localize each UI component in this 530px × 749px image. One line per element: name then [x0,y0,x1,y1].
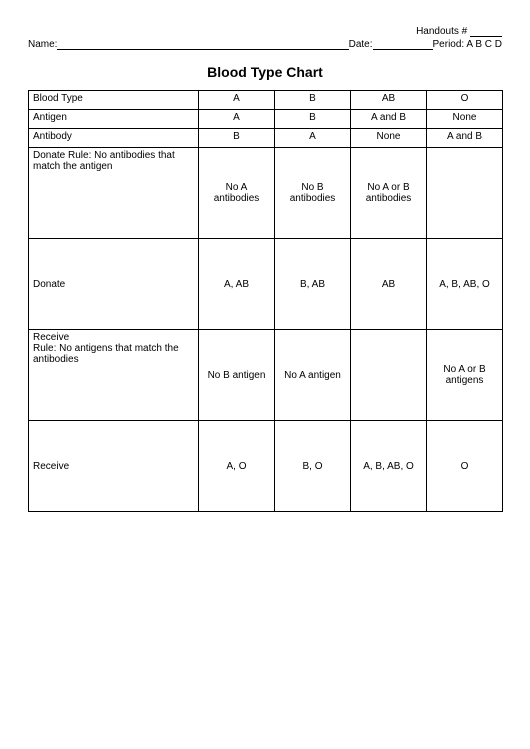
cell: B [199,129,275,148]
cell [351,330,427,421]
row-label: Antigen [29,110,199,129]
cell: A [199,110,275,129]
row-label: Donate Rule: No antibodies that match th… [29,148,199,239]
cell: No A antibodies [199,148,275,239]
date-label: Date: [349,39,373,50]
cell: A, B, AB, O [351,421,427,512]
date-blank[interactable] [373,39,433,50]
cell: No B antigen [199,330,275,421]
blood-type-table: Blood Type A B AB O Antigen A B A and B … [28,90,503,512]
cell: No A antigen [275,330,351,421]
cell: A [275,129,351,148]
cell: No A or B antibodies [351,148,427,239]
table-row: Blood Type A B AB O [29,91,503,110]
table-row: Antibody B A None A and B [29,129,503,148]
period-label: Period: A B C D [433,39,502,50]
table-row: Donate A, AB B, AB AB A, B, AB, O [29,239,503,330]
name-blank[interactable] [57,39,348,50]
cell: A, O [199,421,275,512]
cell: AB [351,239,427,330]
table-row: Donate Rule: No antibodies that match th… [29,148,503,239]
row-label: Donate [29,239,199,330]
cell: O [427,421,503,512]
cell: A and B [351,110,427,129]
cell: None [351,129,427,148]
header-handouts: Handouts # [28,26,502,37]
col-header: B [275,91,351,110]
name-label: Name: [28,39,57,50]
cell: A, B, AB, O [427,239,503,330]
cell: No A or B antigens [427,330,503,421]
row-label: Receive Rule: No antigens that match the… [29,330,199,421]
cell: No B antibodies [275,148,351,239]
cell: A, AB [199,239,275,330]
worksheet-page: Handouts # Name: Date: Period: A B C D B… [0,0,530,749]
table-row: Antigen A B A and B None [29,110,503,129]
page-title: Blood Type Chart [28,64,502,80]
row-label: Receive [29,421,199,512]
table-row: Receive Rule: No antigens that match the… [29,330,503,421]
col-header: AB [351,91,427,110]
cell: None [427,110,503,129]
table-row: Receive A, O B, O A, B, AB, O O [29,421,503,512]
cell: B, O [275,421,351,512]
header-name-date: Name: Date: Period: A B C D [28,39,502,50]
row-label: Antibody [29,129,199,148]
cell: B, AB [275,239,351,330]
handouts-blank[interactable] [470,26,502,37]
cell: B [275,110,351,129]
col-header: O [427,91,503,110]
col-header: A [199,91,275,110]
cell [427,148,503,239]
col-header-label: Blood Type [29,91,199,110]
cell: A and B [427,129,503,148]
handouts-label: Handouts # [416,26,467,37]
